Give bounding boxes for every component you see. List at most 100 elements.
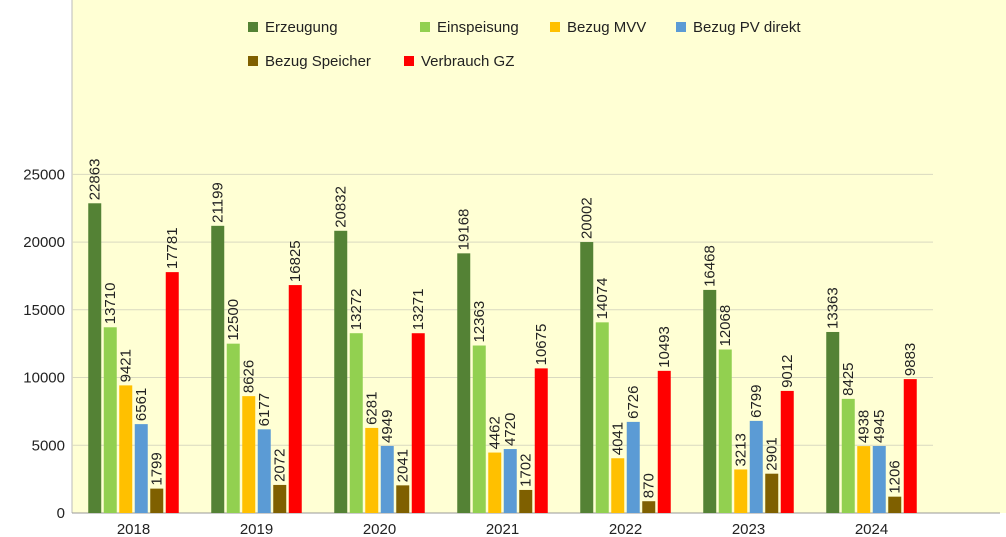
value-label: 4720 [502, 413, 519, 446]
x-tick-label: 2020 [363, 521, 396, 537]
value-label: 13710 [102, 283, 119, 325]
bar [211, 225, 225, 513]
y-tick-label: 0 [57, 505, 65, 522]
value-label: 12363 [471, 301, 488, 343]
bar [519, 489, 533, 513]
value-label: 1702 [518, 454, 535, 487]
value-label: 6177 [256, 393, 273, 426]
bar [765, 473, 779, 513]
value-label: 22863 [87, 159, 104, 201]
legend-label: Bezug MVV [567, 19, 646, 36]
y-tick-label: 10000 [23, 370, 65, 387]
value-label: 10675 [533, 324, 550, 366]
legend-swatch [248, 56, 258, 66]
value-label: 13271 [410, 289, 427, 331]
legend-swatch [248, 22, 258, 32]
value-label: 3213 [733, 433, 750, 466]
value-label: 9421 [118, 349, 135, 382]
legend-swatch [420, 22, 430, 32]
value-label: 4462 [487, 416, 504, 449]
value-label: 13363 [825, 287, 842, 329]
bar [534, 368, 548, 513]
value-label: 20832 [333, 186, 350, 228]
value-label: 2041 [395, 449, 412, 482]
bar [826, 331, 840, 513]
bar [657, 370, 671, 513]
legend-swatch [676, 22, 686, 32]
value-label: 6561 [133, 388, 150, 421]
value-label: 19168 [456, 209, 473, 251]
x-tick-label: 2018 [117, 521, 150, 537]
bar [88, 203, 102, 513]
legend-swatch [404, 56, 414, 66]
legend-label: Verbrauch GZ [421, 53, 514, 70]
bar [165, 272, 179, 513]
bar [150, 488, 164, 513]
bar [626, 421, 640, 513]
bar [472, 345, 486, 513]
bar [857, 446, 871, 513]
value-label: 9883 [902, 343, 919, 376]
bar [134, 424, 148, 513]
legend-swatch [550, 22, 560, 32]
x-tick-label: 2024 [855, 521, 888, 537]
value-label: 6281 [364, 392, 381, 425]
y-tick-label: 25000 [23, 166, 65, 183]
value-label: 8626 [241, 360, 258, 393]
value-label: 16825 [287, 240, 304, 282]
value-label: 2901 [764, 437, 781, 470]
bar [611, 458, 625, 513]
legend-label: Einspeisung [437, 19, 519, 36]
bar [257, 429, 271, 513]
bar [411, 333, 425, 513]
x-tick-label: 2022 [609, 521, 642, 537]
bar [749, 420, 763, 513]
bar [841, 398, 855, 513]
x-tick-label: 2019 [240, 521, 273, 537]
bar [734, 469, 748, 513]
value-label: 12068 [717, 305, 734, 347]
bar [595, 322, 609, 513]
x-tick-label: 2021 [486, 521, 519, 537]
bar [119, 385, 133, 513]
bar [365, 427, 379, 513]
value-label: 4041 [610, 422, 627, 455]
bar [703, 289, 717, 513]
value-label: 8425 [840, 362, 857, 395]
x-tick-label: 2023 [732, 521, 765, 537]
bar [273, 484, 287, 513]
bar [888, 496, 902, 513]
value-label: 4945 [871, 410, 888, 443]
bar [780, 390, 794, 513]
y-tick-label: 5000 [32, 437, 65, 454]
bar [242, 396, 256, 513]
value-label: 9012 [779, 355, 796, 388]
y-tick-label: 20000 [23, 234, 65, 251]
legend-label: Erzeugung [265, 19, 338, 36]
value-label: 1799 [149, 452, 166, 485]
value-label: 21199 [210, 182, 227, 223]
value-label: 4949 [379, 410, 396, 443]
value-label: 13272 [348, 288, 365, 330]
y-tick-label: 15000 [23, 302, 65, 319]
bar [903, 379, 917, 513]
value-label: 2072 [272, 449, 289, 482]
legend-label: Bezug Speicher [265, 53, 371, 70]
bar [718, 349, 732, 513]
bar [642, 501, 656, 513]
bar [457, 253, 471, 513]
value-label: 10493 [656, 326, 673, 368]
bar [288, 285, 302, 513]
value-label: 14074 [594, 278, 611, 320]
value-label: 17781 [164, 227, 181, 269]
value-label: 12500 [225, 299, 242, 341]
bar [503, 449, 517, 513]
bar [380, 445, 394, 513]
value-label: 6726 [625, 386, 642, 419]
value-label: 16468 [702, 245, 719, 287]
bar [580, 242, 594, 514]
value-label: 4938 [856, 410, 873, 443]
bar [488, 452, 502, 513]
bar [103, 327, 117, 513]
bar [396, 485, 410, 513]
